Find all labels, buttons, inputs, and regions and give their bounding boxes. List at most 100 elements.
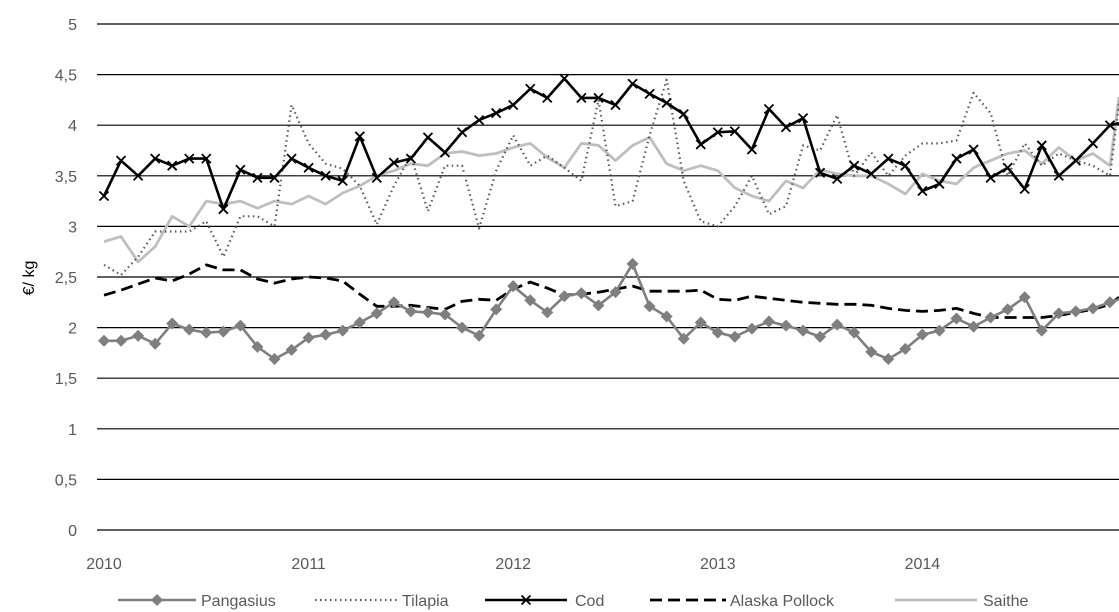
- x-marker: [593, 92, 604, 104]
- diamond-marker: [677, 332, 690, 345]
- diamond-marker: [848, 326, 861, 339]
- x-marker: [985, 172, 996, 183]
- diamond-marker: [814, 330, 827, 343]
- x-marker: [559, 73, 570, 84]
- x-marker: [968, 144, 979, 155]
- x-marker: [1002, 162, 1013, 173]
- diamond-marker: [609, 286, 622, 299]
- diamond-marker: [404, 305, 417, 318]
- diamond-marker: [524, 294, 537, 307]
- x-marker: [951, 153, 962, 164]
- legend-label: Pangasius: [201, 593, 276, 610]
- series-tilapia: [103, 78, 1119, 277]
- diamond-marker: [151, 594, 163, 606]
- series-line-saithe: [103, 96, 1119, 264]
- x-marker: [388, 157, 399, 168]
- legend-item-cod: Cod: [485, 593, 604, 610]
- series-line-tilapia: [103, 78, 1119, 277]
- diamond-marker: [387, 296, 400, 309]
- series-layer: [98, 73, 1119, 365]
- x-tick-label: 2012: [495, 556, 531, 573]
- x-tick-label: 2013: [700, 556, 736, 573]
- diamond-marker: [592, 299, 605, 312]
- diamond-marker: [1052, 307, 1065, 320]
- legend-label: Alaska Pollock: [730, 593, 835, 610]
- x-marker: [900, 160, 911, 171]
- x-marker: [610, 99, 621, 111]
- x-tick-label: 2014: [905, 556, 941, 573]
- diamond-marker: [200, 326, 213, 339]
- diamond-marker: [319, 328, 332, 341]
- y-tick-label: 1: [68, 422, 77, 439]
- diamond-marker: [762, 315, 775, 328]
- x-marker: [849, 160, 860, 171]
- y-tick-label: 2: [68, 321, 77, 338]
- diamond-marker: [865, 345, 878, 358]
- diamond-marker: [541, 306, 554, 319]
- x-marker: [371, 172, 382, 183]
- x-marker: [542, 92, 553, 104]
- x-marker: [269, 172, 280, 183]
- diamond-marker: [183, 323, 196, 336]
- y-tick-label: 3: [68, 219, 77, 236]
- x-marker: [422, 132, 434, 143]
- x-marker: [866, 168, 877, 179]
- legend-label: Saithe: [983, 593, 1028, 610]
- x-marker: [934, 178, 945, 190]
- diamond-marker: [473, 329, 486, 342]
- diamond-marker: [217, 325, 230, 338]
- x-marker: [780, 122, 792, 133]
- diamond-marker: [1103, 296, 1116, 309]
- diamond-marker: [984, 311, 997, 324]
- y-tick-label: 3,5: [55, 169, 77, 186]
- x-marker: [508, 99, 519, 111]
- diamond-marker: [302, 331, 315, 344]
- x-marker: [1070, 155, 1081, 166]
- x-marker: [797, 112, 809, 124]
- diamond-marker: [370, 307, 383, 320]
- x-marker: [132, 170, 144, 181]
- x-marker: [520, 594, 532, 606]
- diamond-marker: [575, 287, 588, 300]
- x-marker: [832, 173, 843, 184]
- x-marker: [218, 204, 229, 215]
- series-cod: [98, 73, 1119, 215]
- x-marker: [644, 88, 655, 99]
- x-marker: [814, 167, 826, 178]
- diamond-marker: [643, 300, 656, 313]
- x-marker: [917, 185, 928, 197]
- x-marker: [729, 126, 740, 137]
- legend-item-saithe: Saithe: [895, 593, 1028, 610]
- x-marker: [763, 103, 775, 115]
- diamond-marker: [421, 306, 434, 319]
- diamond-marker: [745, 322, 758, 335]
- legend: Pangasius Tilapia Cod Alaska Pollock Saithe: [118, 593, 1028, 610]
- diamond-marker: [797, 324, 810, 337]
- x-marker: [1036, 140, 1047, 151]
- diamond-marker: [950, 312, 963, 325]
- gridlines: [97, 23, 1119, 531]
- x-marker: [712, 127, 723, 138]
- x-marker: [576, 92, 587, 104]
- x-marker: [746, 144, 758, 155]
- diamond-marker: [166, 317, 179, 330]
- legend-item-alaska-pollock: Alaska Pollock: [650, 593, 835, 610]
- diamond-marker: [98, 334, 110, 347]
- legend-item-tilapia: Tilapia: [315, 593, 449, 610]
- x-marker: [303, 162, 314, 173]
- x-marker: [456, 127, 468, 138]
- legend-label: Cod: [575, 593, 604, 610]
- series-pangasius: [98, 257, 1119, 365]
- diamond-marker: [1001, 303, 1014, 316]
- x-tick-label: 2011: [291, 556, 326, 573]
- x-marker: [883, 153, 894, 164]
- diamond-marker: [831, 318, 844, 331]
- x-marker: [473, 115, 485, 126]
- y-axis-title: €/ kg: [21, 261, 38, 296]
- series-line-cod: [102, 77, 1119, 211]
- diamond-marker: [490, 303, 503, 316]
- diamond-marker: [933, 324, 946, 337]
- diamond-marker: [728, 330, 741, 343]
- x-marker: [286, 153, 297, 164]
- x-marker: [184, 153, 195, 164]
